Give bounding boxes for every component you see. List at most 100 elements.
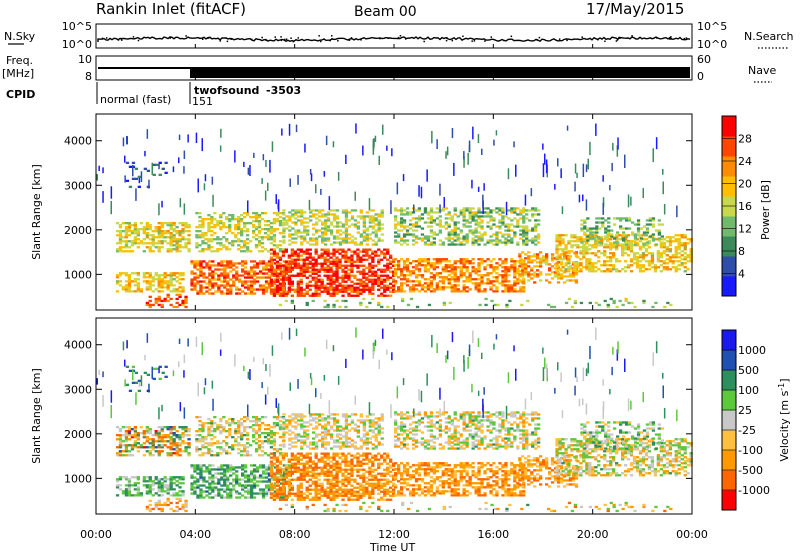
power-cell	[261, 290, 266, 293]
power-cell	[321, 209, 325, 212]
power-cell	[368, 221, 372, 224]
power-cell	[134, 167, 138, 170]
velocity-cell	[232, 486, 236, 489]
power-cell	[290, 250, 294, 253]
power-cell	[175, 250, 179, 253]
velocity-cell	[282, 464, 286, 467]
power-cell	[588, 248, 592, 251]
power-cell	[356, 248, 360, 251]
power-cell	[462, 288, 466, 291]
power-cell	[411, 260, 416, 263]
power-cell	[278, 256, 283, 259]
power-cell	[477, 221, 481, 224]
power-cell	[420, 233, 425, 236]
power-cell	[241, 280, 245, 283]
velocity-cell	[166, 436, 170, 439]
power-cell	[472, 126, 474, 140]
power-cell	[609, 238, 613, 241]
velocity-cell	[175, 452, 179, 455]
power-cell	[534, 225, 538, 228]
power-cell	[489, 272, 493, 275]
power-cell	[618, 299, 622, 303]
power-cell	[550, 265, 555, 268]
velocity-cell	[272, 424, 277, 427]
power-cell	[505, 305, 509, 309]
power-cell	[371, 239, 375, 242]
velocity-cell	[207, 432, 211, 435]
power-cell	[414, 223, 419, 226]
power-cell	[456, 233, 460, 236]
power-cell	[329, 284, 333, 287]
power-cell	[504, 237, 508, 240]
velocity-cell	[244, 464, 248, 467]
power-cell	[555, 252, 559, 255]
velocity-cell	[252, 492, 257, 495]
power-cell	[539, 259, 543, 262]
power-cell	[507, 288, 511, 291]
power-cell	[320, 284, 324, 287]
velocity-cell	[226, 496, 230, 499]
power-cell	[374, 278, 378, 281]
power-cell	[127, 274, 132, 277]
power-cell	[234, 228, 238, 231]
power-cell	[651, 217, 656, 220]
power-cell	[252, 264, 257, 267]
power-cell	[536, 261, 540, 264]
power-cell	[270, 274, 275, 277]
power-cell	[498, 282, 502, 285]
power-cell	[377, 278, 381, 281]
power-cell	[175, 226, 179, 229]
velocity-cell	[169, 478, 173, 481]
nsearch-dot	[423, 40, 425, 43]
power-cell	[585, 266, 589, 269]
power-cell	[269, 242, 274, 245]
power-cell	[217, 268, 221, 271]
power-cell	[365, 305, 369, 309]
power-cell	[492, 243, 496, 246]
power-cell	[510, 241, 514, 244]
power-cell	[362, 290, 366, 293]
power-cell	[190, 262, 194, 265]
power-cell	[510, 237, 514, 240]
power-cell	[453, 233, 457, 236]
power-cell	[632, 256, 637, 259]
power-cell	[483, 207, 487, 210]
power-cell	[317, 256, 321, 259]
power-cell	[656, 256, 660, 259]
power-cell	[474, 278, 478, 281]
power-cell	[308, 284, 312, 287]
power-cell	[559, 277, 564, 280]
power-cell	[633, 235, 638, 238]
power-cell	[202, 280, 206, 283]
power-cell	[175, 230, 179, 233]
power-cell	[201, 226, 205, 229]
power-cell	[600, 252, 604, 255]
power-cell	[321, 239, 325, 242]
power-cell	[250, 260, 254, 263]
power-cell	[483, 183, 485, 191]
power-cell	[450, 229, 454, 232]
power-cell	[408, 211, 413, 214]
velocity-cell	[216, 446, 220, 449]
power-cell	[288, 239, 292, 242]
power-cell	[597, 244, 601, 247]
power-cell	[341, 223, 346, 226]
power-cell	[400, 209, 404, 212]
power-cell	[459, 243, 463, 246]
power-cell	[414, 284, 419, 287]
power-cell	[166, 236, 170, 239]
power-cell	[136, 286, 140, 289]
power-cell	[318, 229, 322, 232]
velocity-cell	[195, 440, 199, 443]
power-cell	[284, 262, 288, 265]
velocity-cell	[202, 490, 206, 493]
power-cell	[205, 290, 209, 293]
power-cell	[214, 282, 218, 285]
power-cell	[302, 292, 306, 295]
power-cell	[666, 301, 670, 305]
power-cell	[530, 261, 534, 264]
power-cell	[266, 224, 271, 227]
power-cell	[501, 276, 505, 279]
nsearch-dot	[329, 39, 331, 42]
power-cell	[371, 219, 375, 222]
